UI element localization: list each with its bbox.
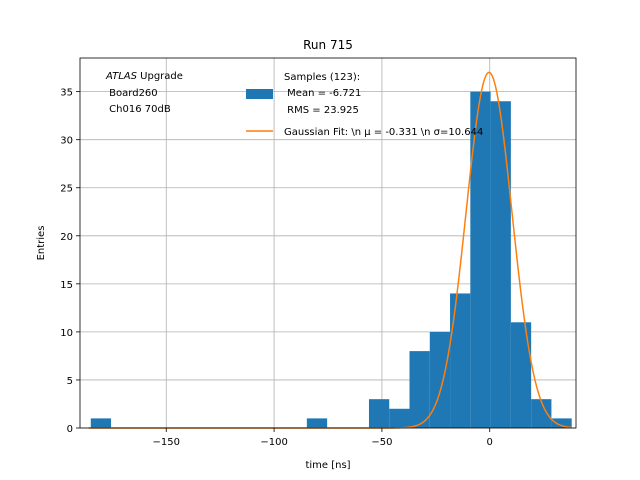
y-tick-label: 15: [60, 280, 73, 291]
y-tick-label: 0: [67, 424, 73, 435]
histogram-bar: [450, 293, 471, 428]
y-tick-label: 5: [67, 376, 73, 387]
histogram-bar: [490, 101, 511, 428]
y-tick-label: 25: [60, 184, 73, 195]
histogram-bar: [306, 418, 328, 428]
atlas-italic-text: ATLAS: [105, 71, 138, 82]
x-axis-ticks: −150 −100 −50 0: [153, 428, 493, 448]
atlas-annotation-line2: Board260: [106, 88, 158, 99]
y-tick-label: 35: [60, 88, 73, 99]
legend-histogram-line3: RMS = 23.925: [284, 105, 359, 116]
y-axis-label: Entries: [36, 226, 47, 261]
y-axis-ticks: 0 5 10 15 20 25 30 35: [60, 88, 80, 435]
histogram-bar: [551, 418, 572, 428]
histogram-bars: [90, 91, 572, 429]
histogram-bar: [470, 91, 491, 429]
legend-histogram-line1: Samples (123):: [284, 72, 360, 83]
atlas-annotation-line3: Ch016 70dB: [106, 104, 171, 115]
atlas-annotation: ATLAS Upgrade Board260 Ch016 70dB: [105, 71, 183, 115]
x-tick-label: −100: [260, 437, 287, 448]
plot-frame: [79, 57, 577, 429]
y-tick-label: 10: [60, 328, 73, 339]
histogram-bar: [510, 322, 532, 428]
x-tick-label: 0: [487, 437, 493, 448]
histogram-bar: [531, 399, 552, 428]
histogram-bar: [409, 351, 430, 428]
chart-title: Run 715: [303, 38, 353, 52]
x-tick-label: −50: [371, 437, 392, 448]
x-tick-label: −150: [153, 437, 180, 448]
histogram-bar: [389, 408, 410, 428]
legend-histogram-line2: Mean = -6.721: [284, 88, 361, 99]
legend: Samples (123): Mean = -6.721 RMS = 23.92…: [246, 72, 483, 138]
x-axis-label: time [ns]: [305, 460, 350, 471]
histogram-bar: [368, 399, 390, 428]
atlas-upgrade-text: Upgrade: [137, 71, 183, 82]
histogram-bar: [90, 418, 112, 428]
y-tick-label: 30: [60, 136, 73, 147]
legend-fit-label: Gaussian Fit: \n μ = -0.331 \n σ=10.644: [284, 127, 483, 138]
histogram-bar: [429, 331, 451, 428]
y-tick-label: 20: [60, 232, 73, 243]
legend-histogram-swatch: [246, 89, 273, 99]
atlas-annotation-line1: ATLAS Upgrade: [105, 71, 183, 82]
